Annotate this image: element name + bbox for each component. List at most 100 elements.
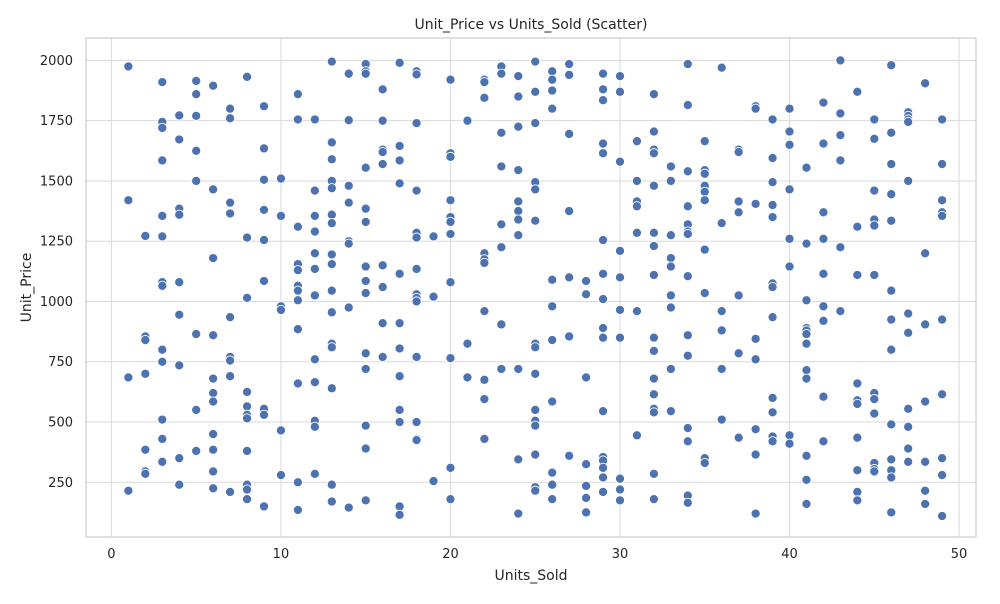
scatter-point [886, 507, 897, 518]
scatter-point [157, 356, 168, 367]
scatter-point [614, 473, 626, 484]
scatter-point [360, 443, 371, 454]
y-tick-label: 1750 [40, 114, 73, 129]
scatter-point [445, 228, 456, 240]
scatter-point [377, 115, 388, 126]
x-tick-label: 20 [442, 547, 459, 562]
scatter-point [157, 122, 168, 133]
scatter-point [648, 89, 659, 100]
scatter-point [326, 307, 337, 318]
scatter-point [343, 197, 354, 208]
scatter-point [377, 84, 388, 95]
scatter-point [123, 61, 134, 72]
scatter-point [716, 218, 727, 229]
scatter-point [937, 159, 948, 170]
scatter-point [581, 507, 592, 518]
scatter-point [784, 126, 795, 137]
data-points [123, 55, 948, 522]
scatter-point [326, 496, 337, 507]
scatter-point [411, 232, 422, 243]
scatter-point [581, 275, 592, 287]
scatter-point [547, 66, 558, 77]
scatter-point [428, 231, 439, 242]
scatter-point [903, 456, 914, 467]
scatter-point [597, 148, 609, 159]
scatter-point [428, 476, 439, 487]
scatter-point [767, 152, 778, 164]
scatter-point [326, 383, 337, 394]
scatter-point [377, 260, 388, 271]
scatter-point [292, 114, 303, 125]
scatter-point [513, 214, 524, 225]
scatter-point [394, 140, 405, 152]
scatter-point [275, 210, 287, 221]
scatter-point [530, 420, 541, 431]
scatter-point [801, 474, 812, 485]
scatter-point [157, 280, 168, 291]
scatter-point [564, 331, 575, 342]
scatter-point [225, 103, 236, 114]
scatter-point [597, 332, 609, 343]
scatter-point [869, 408, 880, 419]
scatter-point [937, 389, 948, 400]
scatter-point [445, 462, 456, 473]
scatter-point [123, 372, 134, 383]
scatter-point [564, 58, 575, 70]
scatter-point [631, 430, 643, 441]
scatter-point [665, 253, 676, 264]
scatter-point [614, 304, 626, 315]
scatter-point [208, 483, 219, 494]
scatter-point [140, 335, 151, 346]
scatter-point [767, 281, 778, 293]
scatter-point [716, 325, 727, 336]
scatter-point [699, 195, 710, 206]
scatter-point [208, 80, 219, 91]
scatter-point [920, 498, 931, 510]
scatter-point [665, 363, 676, 375]
scatter-point [292, 89, 303, 100]
scatter-point [597, 84, 609, 95]
scatter-point [869, 466, 880, 477]
scatter-point [530, 215, 541, 226]
scatter-point [191, 145, 202, 156]
scatter-point [597, 406, 609, 417]
scatter-point [682, 330, 693, 341]
scatter-point [818, 97, 829, 108]
scatter-point [682, 201, 693, 212]
scatter-point [513, 165, 524, 176]
scatter-point [767, 392, 778, 403]
scatter-point [394, 371, 405, 382]
scatter-point [479, 394, 490, 405]
scatter-point [648, 468, 659, 479]
scatter-point [818, 138, 829, 149]
scatter-point [648, 332, 659, 343]
scatter-point [937, 510, 948, 522]
scatter-point [513, 121, 524, 132]
scatter-point [326, 56, 337, 67]
scatter-point [767, 312, 778, 323]
scatter-point [581, 459, 592, 470]
scatter-point [903, 443, 914, 454]
scatter-point [530, 404, 541, 416]
scatter-point [292, 221, 303, 232]
scatter-point [225, 197, 236, 208]
scatter-point [411, 185, 422, 196]
scatter-point [886, 159, 897, 170]
scatter-point [343, 238, 354, 249]
scatter-point [818, 436, 829, 447]
scatter-point [733, 432, 744, 443]
scatter-point [292, 285, 303, 296]
scatter-point [225, 208, 236, 219]
scatter-point [547, 74, 558, 85]
scatter-point [818, 233, 829, 244]
scatter-point [343, 502, 354, 513]
scatter-point [801, 338, 812, 349]
scatter-point [157, 210, 168, 221]
scatter-point [496, 363, 507, 375]
scatter-point [241, 386, 253, 397]
scatter-point [631, 175, 643, 187]
scatter-point [326, 154, 337, 165]
scatter-point [784, 430, 795, 441]
